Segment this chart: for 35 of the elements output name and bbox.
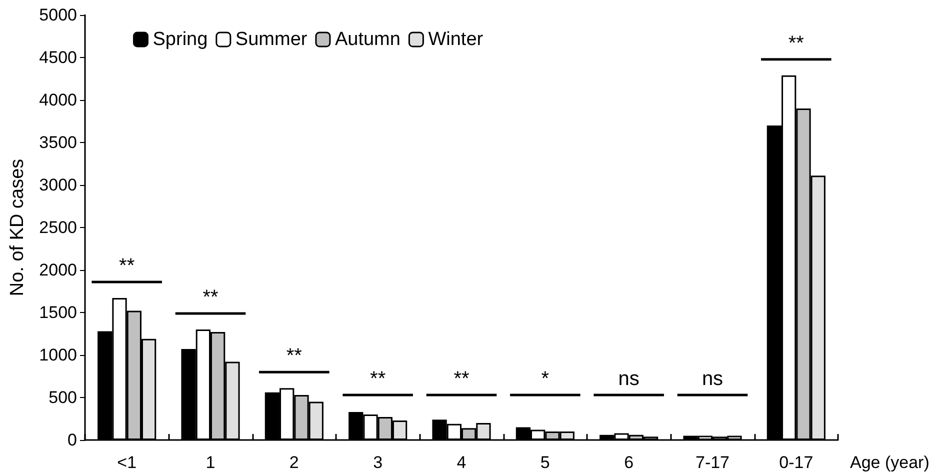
y-tick-label: 5000 (39, 6, 77, 24)
y-tick-label: 3500 (39, 133, 77, 152)
legend-label: Autumn (334, 29, 400, 50)
annotation: ** (370, 368, 386, 390)
annotation: ** (454, 368, 470, 390)
y-tick-label: 0 (68, 430, 77, 450)
y-tick-label: 1000 (39, 346, 77, 364)
y-tick-label: 1500 (39, 303, 77, 322)
annotation: ** (788, 32, 804, 54)
annotation: ** (202, 286, 218, 308)
legend-label: Winter (428, 29, 484, 50)
x-tick-label: 7-17 (695, 453, 730, 472)
annotation: ns (618, 368, 640, 390)
y-axis-title: No. of KD cases (7, 158, 28, 296)
annotation: ** (119, 255, 135, 278)
legend-label: Spring (152, 29, 208, 50)
x-tick-label: 1 (206, 453, 216, 472)
legend-label: Summer (235, 29, 308, 50)
x-tick-label: 4 (456, 453, 466, 472)
x-tick-label: 6 (624, 453, 634, 472)
x-tick-label: 2 (289, 453, 299, 472)
annotation: * (541, 368, 550, 390)
y-tick-label: 4000 (39, 90, 77, 110)
y-tick-label: 3000 (39, 176, 77, 194)
x-tick-label: 5 (540, 453, 550, 472)
y-tick-label: 500 (48, 388, 77, 407)
x-tick-label: <1 (117, 453, 137, 472)
x-tick-label: 0-17 (779, 453, 814, 472)
y-tick-label: 2000 (39, 260, 77, 280)
annotation: ns (702, 368, 724, 390)
y-tick-label: 2500 (39, 218, 77, 237)
y-tick-label: 4500 (39, 48, 77, 67)
x-tick-label: 3 (373, 453, 383, 472)
annotation: ** (286, 345, 302, 368)
x-axis-title: Age (year) (850, 453, 930, 472)
